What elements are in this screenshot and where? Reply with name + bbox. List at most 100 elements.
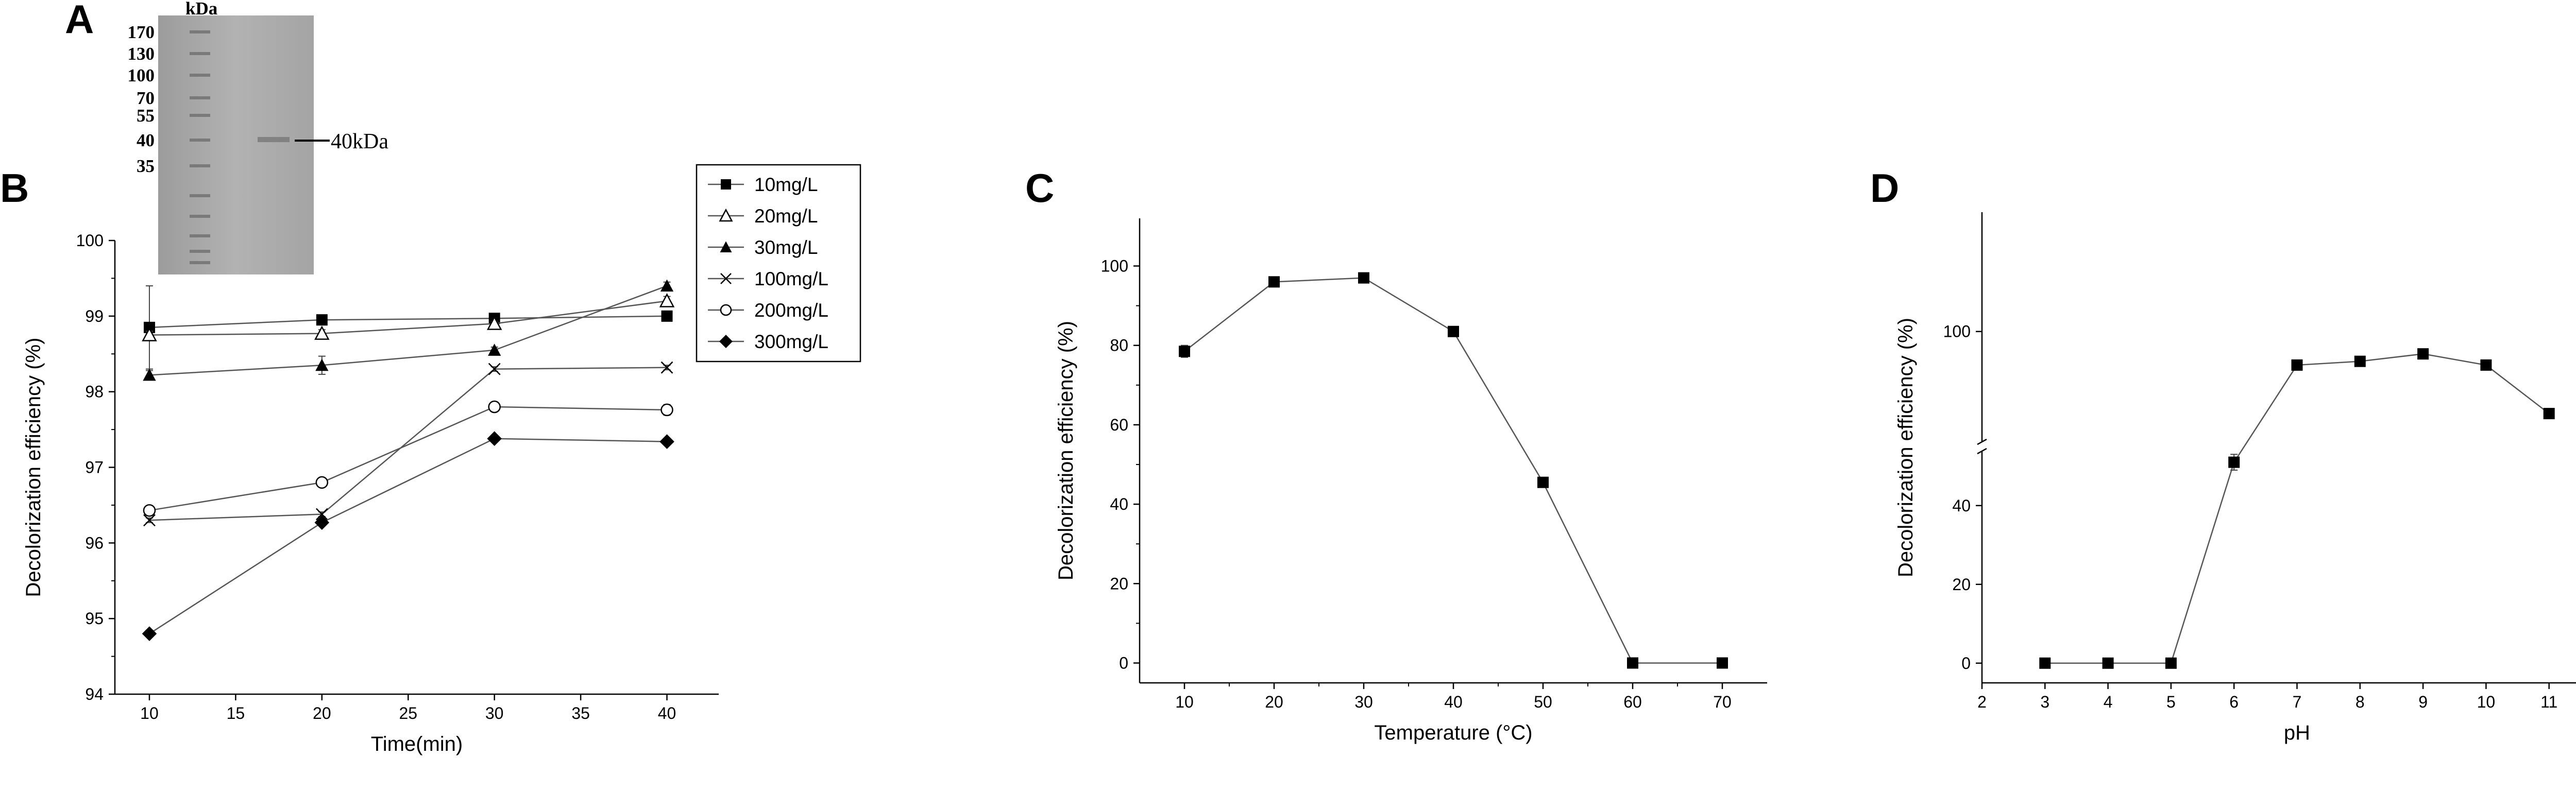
x-tick-label: 40 bbox=[1444, 693, 1463, 711]
panel-label-b: B bbox=[0, 165, 29, 211]
legend-label: 30mg/L bbox=[754, 237, 818, 258]
x-tick-label: 35 bbox=[571, 704, 590, 723]
y-tick-label: 0 bbox=[1961, 654, 1971, 673]
x-tick-label: 10 bbox=[2477, 693, 2496, 711]
chart-b: 10 15 20 25 30 35 40 94 95 96 97 98 99 100 Time(min) De… bbox=[22, 164, 861, 755]
axis-break-mark bbox=[1977, 448, 1987, 455]
x-tick-label: 20 bbox=[1265, 693, 1283, 711]
data-point bbox=[142, 327, 157, 341]
gel-marker-label: 70 bbox=[137, 88, 155, 108]
data-point bbox=[719, 335, 733, 348]
y-tick-label: 100 bbox=[1943, 322, 1971, 341]
legend-entry: 100mg/L bbox=[708, 268, 828, 289]
series-line bbox=[149, 367, 667, 521]
legend-label: 100mg/L bbox=[754, 268, 828, 289]
legend-label: 10mg/L bbox=[754, 174, 818, 195]
data-point bbox=[1448, 325, 1459, 337]
y-axis-label: Decolorization efficiency (%) bbox=[1055, 321, 1077, 580]
data-point bbox=[314, 325, 330, 340]
x-tick-label: 50 bbox=[1534, 693, 1552, 711]
gel-ladder-band bbox=[190, 250, 210, 253]
x-tick-label: 9 bbox=[2418, 693, 2428, 711]
chart-d: 2345678910111202040100pHDecolorization e… bbox=[1894, 212, 2576, 744]
series-line bbox=[149, 300, 667, 336]
series-line bbox=[149, 438, 667, 634]
data-point bbox=[661, 310, 673, 322]
y-axis-label: Decolorization efficiency (%) bbox=[1894, 318, 1917, 577]
panel-label-d: D bbox=[1870, 165, 1899, 211]
x-tick-label: 5 bbox=[2166, 693, 2176, 711]
gel-marker-label: 100 bbox=[128, 65, 155, 85]
series bbox=[143, 279, 674, 381]
y-tick-label: 40 bbox=[1952, 496, 1971, 515]
gel-background bbox=[158, 15, 314, 274]
data-point bbox=[2165, 657, 2177, 669]
x-tick-label: 20 bbox=[313, 704, 331, 723]
legend-entry: 20mg/L bbox=[708, 205, 818, 227]
data-point bbox=[314, 515, 330, 530]
data-point bbox=[720, 273, 732, 284]
y-tick-label: 99 bbox=[85, 307, 104, 325]
data-point bbox=[143, 368, 156, 381]
data-point bbox=[486, 316, 502, 330]
data-point bbox=[721, 179, 731, 190]
y-tick-label: 98 bbox=[85, 383, 104, 401]
x-tick-label: 70 bbox=[1713, 693, 1732, 711]
series-line bbox=[149, 315, 667, 329]
x-tick-label: 25 bbox=[399, 704, 417, 723]
data-point bbox=[2543, 408, 2555, 420]
x-tick-label: 40 bbox=[658, 704, 676, 723]
legend: 10mg/L 20mg/L 30mg/L 100mg/L 200mg/L 300mg/L bbox=[696, 164, 861, 363]
panel-label-a: A bbox=[65, 0, 94, 42]
gel-ladder-band bbox=[190, 30, 210, 33]
gel-ladder-band bbox=[190, 164, 210, 167]
y-tick-label: 80 bbox=[1110, 336, 1128, 355]
data-point bbox=[1358, 272, 1369, 284]
legend-label: 20mg/L bbox=[754, 205, 818, 227]
data-point bbox=[488, 363, 501, 375]
series bbox=[143, 285, 673, 370]
panel-label-c: C bbox=[1025, 165, 1054, 211]
x-tick-label: 60 bbox=[1623, 693, 1642, 711]
x-tick-label: 2 bbox=[1977, 693, 1987, 711]
series bbox=[143, 361, 673, 527]
data-point bbox=[1627, 657, 1638, 669]
y-tick-label: 20 bbox=[1110, 574, 1128, 593]
data-point bbox=[659, 434, 674, 449]
gel-ladder-band bbox=[190, 74, 210, 77]
gel-ladder-band bbox=[190, 194, 210, 197]
series bbox=[142, 293, 675, 341]
data-point bbox=[143, 504, 156, 517]
data-point bbox=[488, 400, 501, 414]
y-tick-label: 94 bbox=[85, 685, 104, 703]
gel-unit-label: kDa bbox=[185, 0, 217, 19]
y-tick-label: 95 bbox=[85, 609, 104, 628]
series-line bbox=[149, 406, 667, 511]
data-point bbox=[660, 361, 673, 374]
data-point bbox=[143, 514, 156, 527]
data-point bbox=[1717, 657, 1728, 669]
gel-marker-label: 55 bbox=[137, 106, 155, 126]
data-point bbox=[660, 279, 674, 292]
legend-label: 200mg/L bbox=[754, 300, 828, 321]
gel-ladder-band bbox=[190, 215, 210, 218]
series bbox=[143, 400, 673, 517]
data-point bbox=[2480, 359, 2492, 371]
gel-band-label: 40kDa bbox=[331, 130, 388, 153]
data-point bbox=[315, 508, 328, 521]
y-tick-label: 20 bbox=[1952, 575, 1971, 594]
data-point bbox=[2102, 657, 2114, 669]
data-point bbox=[1537, 476, 1549, 488]
y-tick-label: 97 bbox=[85, 458, 104, 477]
x-axis-label: Temperature (°C) bbox=[1374, 721, 1532, 744]
axis-break-mark bbox=[1977, 438, 1987, 445]
gel-ladder-bands bbox=[190, 30, 210, 264]
x-tick-label: 15 bbox=[227, 704, 245, 723]
data-point bbox=[2291, 359, 2303, 371]
series bbox=[142, 431, 674, 641]
legend-box bbox=[696, 164, 861, 363]
gel-ladder-band bbox=[190, 261, 210, 264]
gel-ladder-band bbox=[190, 139, 210, 142]
